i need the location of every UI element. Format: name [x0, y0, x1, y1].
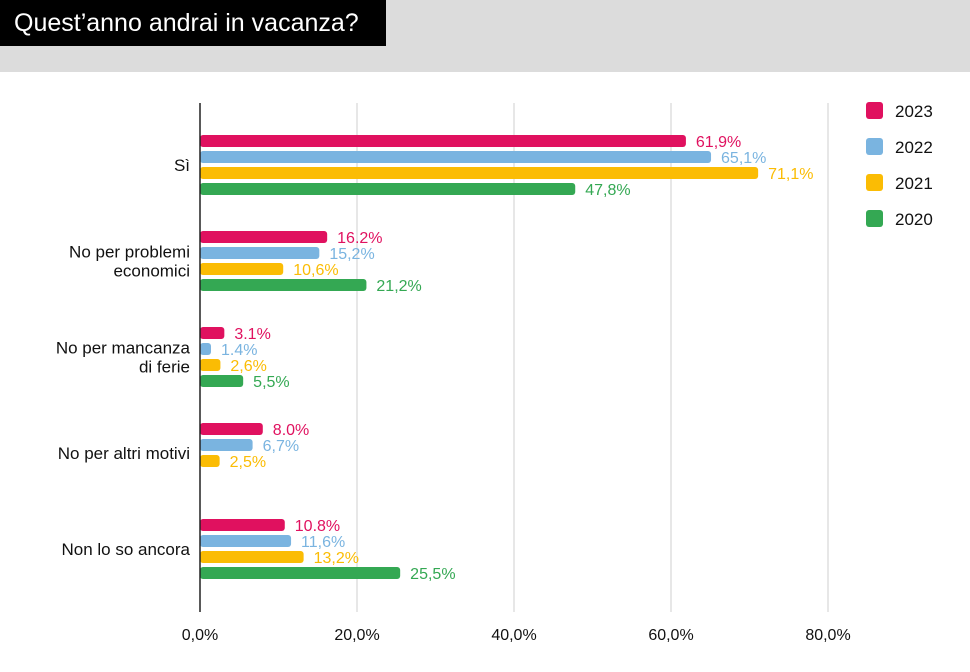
- bar-2020: [200, 183, 576, 195]
- data-label-2023: 8.0%: [273, 422, 309, 439]
- data-label-2021: 71,1%: [768, 166, 813, 183]
- x-tick-label: 20,0%: [334, 627, 379, 644]
- bar-2022: [200, 439, 253, 451]
- data-label-2020: 47,8%: [585, 182, 630, 199]
- data-label-2020: 21,2%: [376, 278, 421, 295]
- data-label-2023: 3.1%: [234, 326, 270, 343]
- data-label-2022: 15,2%: [329, 246, 374, 263]
- data-label-2021: 2,5%: [230, 454, 266, 471]
- legend-swatch-2020: [866, 210, 883, 227]
- x-tick-label: 80,0%: [805, 627, 850, 644]
- data-label-2022: 6,7%: [263, 438, 299, 455]
- data-label-2020: 5,5%: [253, 374, 289, 391]
- category-label: di ferie: [139, 358, 190, 377]
- bar-2020: [200, 279, 367, 291]
- bar-2020: [200, 375, 244, 387]
- category-label: No per mancanza: [56, 339, 191, 358]
- category-label: Sì: [174, 156, 190, 175]
- chart-title: Quest’anno andrai in vacanza?: [0, 0, 386, 46]
- legend-label-2021: 2021: [895, 174, 933, 193]
- bar-2021: [200, 551, 304, 563]
- bar-2023: [200, 135, 686, 147]
- bar-2023: [200, 327, 225, 339]
- data-label-2022: 65,1%: [721, 150, 766, 167]
- bar-2022: [200, 247, 320, 259]
- data-label-2022: 1.4%: [221, 342, 257, 359]
- legend-label-2022: 2022: [895, 138, 933, 157]
- bar-2022: [200, 343, 211, 355]
- x-tick-label: 0,0%: [182, 627, 218, 644]
- legend-label-2020: 2020: [895, 210, 933, 229]
- x-tick-label: 60,0%: [648, 627, 693, 644]
- bar-2022: [200, 151, 712, 163]
- data-label-2023: 16.2%: [337, 230, 382, 247]
- bar-2021: [200, 455, 220, 467]
- bar-2020: [200, 567, 401, 579]
- category-label: economici: [113, 262, 190, 281]
- category-label: No per problemi: [69, 243, 190, 262]
- legend-swatch-2023: [866, 102, 883, 119]
- bar-2023: [200, 423, 263, 435]
- data-label-2022: 11,6%: [301, 534, 345, 551]
- x-tick-label: 40,0%: [491, 627, 536, 644]
- data-label-2023: 61,9%: [696, 134, 741, 151]
- category-label: No per altri motivi: [58, 444, 190, 463]
- data-label-2020: 25,5%: [410, 566, 455, 583]
- data-label-2021: 13,2%: [314, 550, 359, 567]
- legend-swatch-2022: [866, 138, 883, 155]
- data-label-2021: 2,6%: [230, 358, 266, 375]
- bar-2023: [200, 231, 328, 243]
- legend-label-2023: 2023: [895, 102, 933, 121]
- bar-2021: [200, 167, 759, 179]
- category-label: Non lo so ancora: [61, 540, 190, 559]
- legend-swatch-2021: [866, 174, 883, 191]
- data-label-2021: 10,6%: [293, 262, 338, 279]
- bar-2021: [200, 359, 221, 371]
- data-label-2023: 10.8%: [295, 518, 340, 535]
- bar-2023: [200, 519, 285, 531]
- bar-2022: [200, 535, 292, 547]
- bar-2021: [200, 263, 284, 275]
